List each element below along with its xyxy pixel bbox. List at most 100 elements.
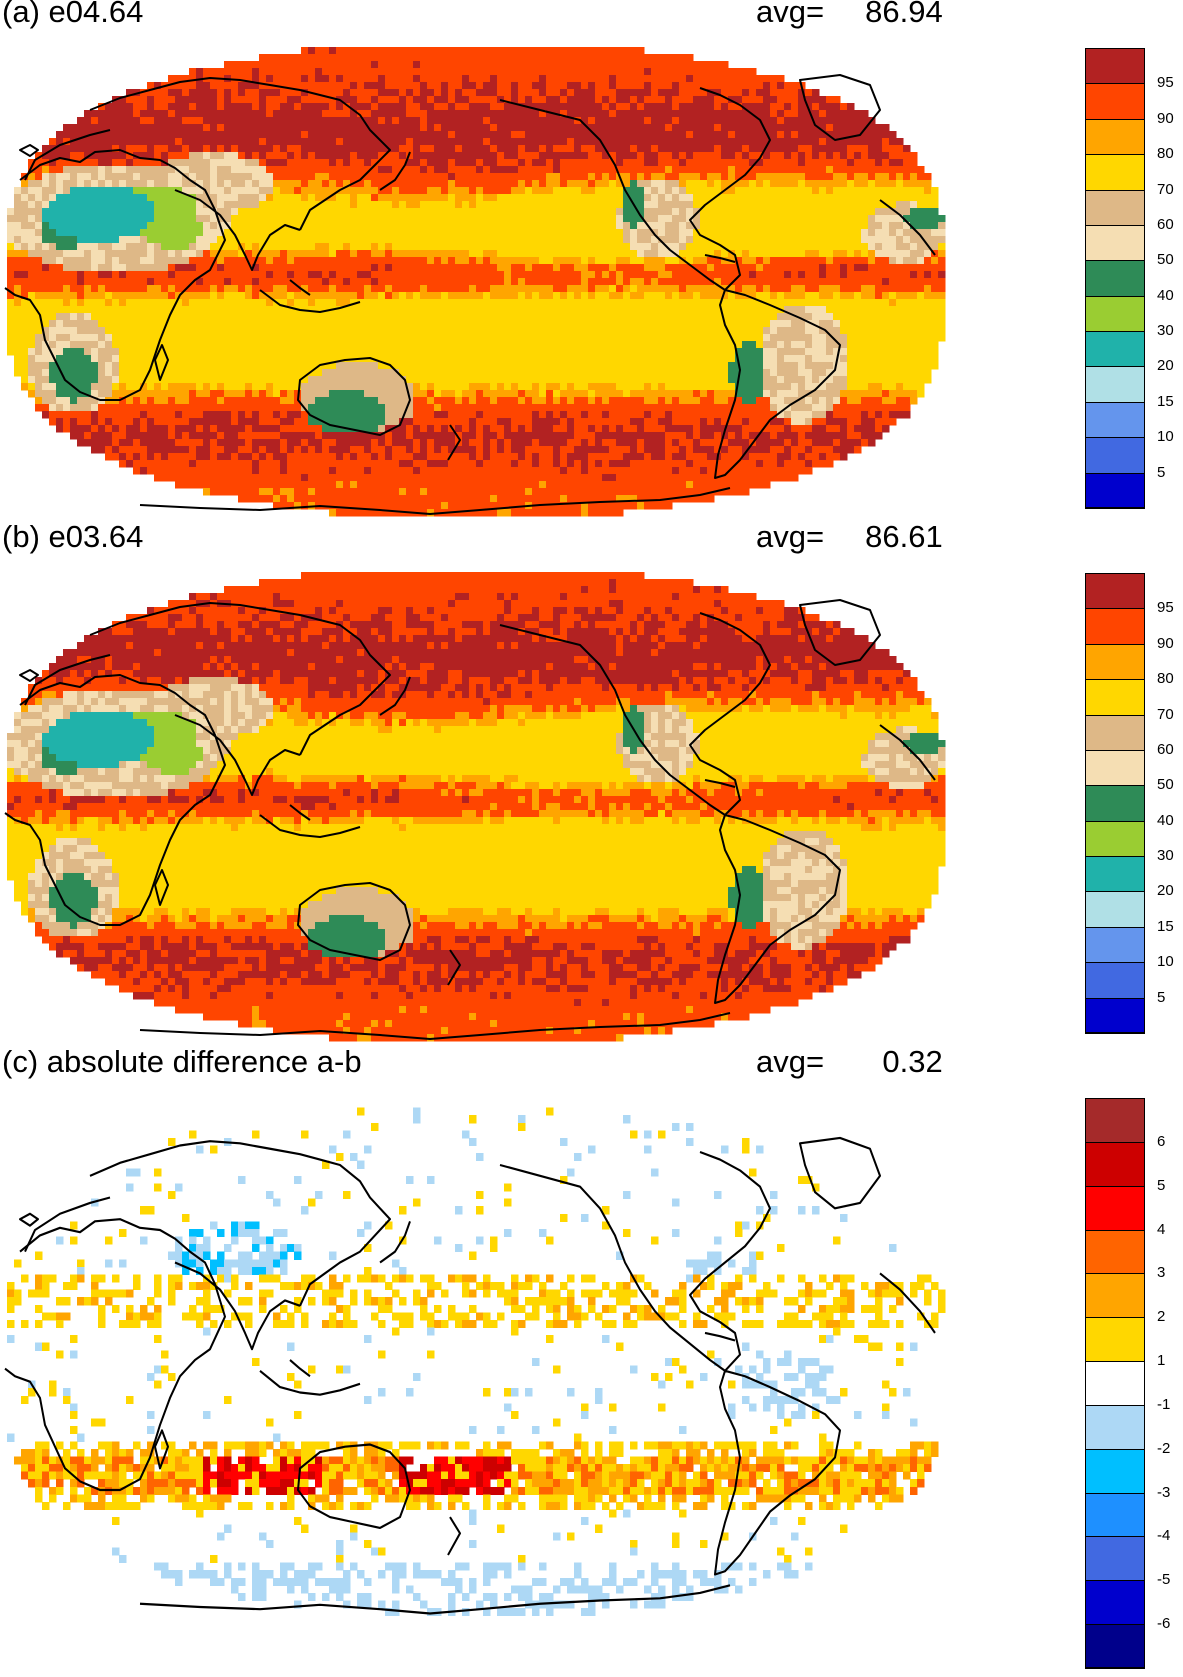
map-cell [882, 166, 890, 174]
map-cell [504, 82, 512, 90]
map-cell [854, 222, 862, 230]
map-cell [784, 96, 792, 104]
map-cell [168, 173, 176, 181]
map-cell [189, 187, 197, 195]
map-cell [434, 187, 442, 195]
map-cell [518, 68, 526, 76]
map-cell [798, 201, 806, 209]
map-cell [763, 208, 771, 216]
map-cell [798, 194, 806, 202]
map-cell [91, 243, 99, 251]
map-cell [609, 103, 617, 111]
map-cell [245, 89, 253, 97]
map-cell [819, 110, 827, 118]
map-cell [847, 320, 855, 328]
map-cell [483, 96, 491, 104]
map-cell [364, 117, 372, 125]
map-cell [35, 159, 43, 167]
map-cell [119, 229, 127, 237]
map-cell [455, 180, 463, 188]
map-cell [644, 117, 652, 125]
map-cell [371, 292, 379, 300]
map-cell [28, 166, 36, 174]
map-cell [833, 187, 841, 195]
map-cell [287, 75, 295, 83]
map-cell [70, 278, 78, 286]
map-cell [553, 327, 561, 335]
map-cell [483, 299, 491, 307]
map-cell [420, 278, 428, 286]
map-cell [910, 264, 918, 272]
map-cell [595, 180, 603, 188]
map-cell [210, 306, 218, 314]
map-cell [315, 208, 323, 216]
map-cell [833, 257, 841, 265]
map-cell [791, 327, 799, 335]
map-cell [413, 229, 421, 237]
map-cell [833, 159, 841, 167]
map-cell [784, 243, 792, 251]
map-cell [595, 229, 603, 237]
map-cell [462, 194, 470, 202]
map-cell [441, 103, 449, 111]
map-cell [455, 257, 463, 265]
map-cell [245, 264, 253, 272]
map-cell [588, 285, 596, 293]
map-cell [350, 313, 358, 321]
map-cell [553, 236, 561, 244]
map-cell [889, 208, 897, 216]
map-cell [630, 75, 638, 83]
map-cell [385, 264, 393, 272]
map-cell [98, 173, 106, 181]
map-cell [777, 313, 785, 321]
map-cell [574, 257, 582, 265]
map-cell [567, 103, 575, 111]
map-cell [189, 152, 197, 160]
map-cell [315, 222, 323, 230]
map-cell [910, 257, 918, 265]
map-cell [777, 138, 785, 146]
map-cell [847, 313, 855, 321]
map-cell [105, 117, 113, 125]
map-cell [42, 145, 50, 153]
map-cell [903, 159, 911, 167]
map-cell [98, 201, 106, 209]
map-cell [315, 320, 323, 328]
map-cell [357, 236, 365, 244]
map-cell [840, 159, 848, 167]
map-cell [546, 82, 554, 90]
map-cell [287, 173, 295, 181]
map-cell [441, 138, 449, 146]
map-cell [70, 285, 78, 293]
map-cell [889, 236, 897, 244]
map-cell [147, 236, 155, 244]
map-cell [630, 138, 638, 146]
map-cell [273, 61, 281, 69]
map-cell [574, 313, 582, 321]
map-cell [581, 75, 589, 83]
map-cell [168, 243, 176, 251]
map-cell [784, 229, 792, 237]
map-cell [259, 257, 267, 265]
map-cell [609, 117, 617, 125]
map-cell [462, 334, 470, 342]
map-cell [105, 257, 113, 265]
map-cell [756, 222, 764, 230]
map-cell [700, 257, 708, 265]
map-cell [294, 166, 302, 174]
map-cell [231, 257, 239, 265]
map-cell [238, 250, 246, 258]
map-cell [371, 236, 379, 244]
map-cell [420, 285, 428, 293]
map-cell [140, 117, 148, 125]
map-cell [770, 278, 778, 286]
map-cell [21, 236, 29, 244]
map-cell [546, 159, 554, 167]
map-cell [490, 257, 498, 265]
map-cell [378, 264, 386, 272]
map-cell [826, 103, 834, 111]
map-cell [49, 229, 57, 237]
map-cell [728, 103, 736, 111]
map-cell [140, 103, 148, 111]
map-cell [203, 236, 211, 244]
